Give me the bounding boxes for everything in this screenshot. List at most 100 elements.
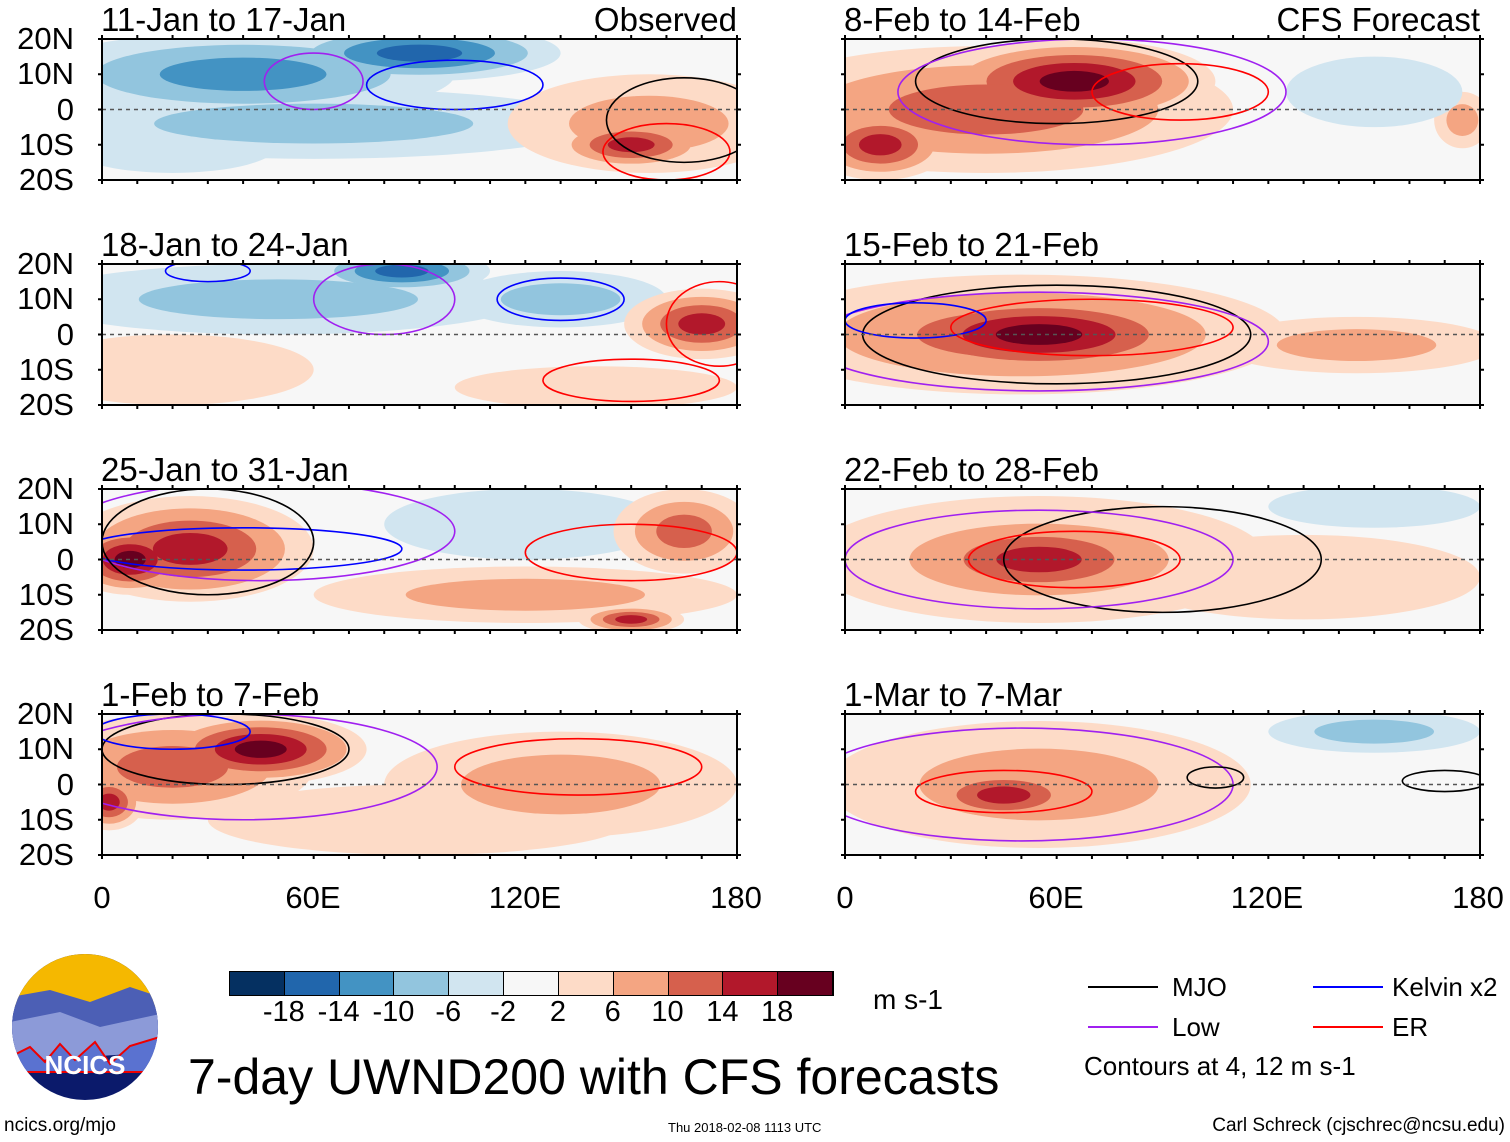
colorbar-swatch xyxy=(449,972,505,995)
lat-label: 0 xyxy=(56,541,74,577)
panel-title: 18-Jan to 24-Jan xyxy=(101,226,349,263)
contour-note: Contours at 4, 12 m s-1 xyxy=(1084,1051,1356,1081)
lon-label: 0 xyxy=(93,880,111,915)
anomaly-shading xyxy=(1314,719,1434,744)
colorbar-label: -6 xyxy=(435,996,462,1028)
lon-label: 60E xyxy=(285,880,341,915)
lon-label: 180 xyxy=(1452,880,1504,915)
colorbar-label: 2 xyxy=(549,996,566,1028)
legend-er-swatch xyxy=(1313,1026,1383,1028)
er-contour xyxy=(453,737,703,796)
low-contour xyxy=(845,291,1270,392)
legend-kelvin-swatch xyxy=(1313,986,1383,988)
lon-label: 0 xyxy=(836,880,854,915)
lat-label: 10S xyxy=(18,576,74,612)
map-panel xyxy=(98,485,741,634)
footer-author: Carl Schreck (cjschrec@ncsu.edu) xyxy=(1212,1115,1505,1136)
anomaly-shading xyxy=(375,264,429,278)
colorbar xyxy=(229,971,834,996)
legend-kelvin: Kelvin x2 xyxy=(1392,972,1498,1002)
lat-label: 20S xyxy=(18,612,74,647)
anomaly-shading xyxy=(234,740,287,758)
anomaly-shading xyxy=(159,57,327,91)
er-contour xyxy=(665,280,737,368)
anomaly-shading xyxy=(977,786,1031,804)
map-panel xyxy=(841,260,1484,409)
lat-label: 20S xyxy=(18,162,74,197)
lat-label: 20N xyxy=(17,696,74,731)
panel-title: 1-Feb to 7-Feb xyxy=(101,676,320,713)
colorbar-label: 18 xyxy=(761,996,794,1028)
colorbar-label: 10 xyxy=(651,996,684,1028)
er-contour xyxy=(914,769,1093,814)
kelvin-contour xyxy=(845,301,987,339)
mjo-contour xyxy=(1002,505,1323,614)
lat-label: 10S xyxy=(18,351,74,387)
colorbar-swatch xyxy=(613,972,669,995)
anomaly-shading xyxy=(858,134,902,156)
colorbar-swatch xyxy=(504,972,559,995)
anomaly-shading xyxy=(678,313,726,335)
mjo-contour xyxy=(1401,769,1480,793)
footer-timestamp: Thu 2018-02-08 1113 UTC xyxy=(668,1120,822,1135)
panel-title: 22-Feb to 28-Feb xyxy=(844,451,1099,488)
colorbar-label: -14 xyxy=(317,996,360,1028)
mjo-contour xyxy=(605,76,737,164)
anomaly-shading xyxy=(1039,70,1109,92)
anomaly-shading xyxy=(1276,329,1437,362)
lat-label: 10N xyxy=(17,281,74,317)
anomaly-shading xyxy=(1446,104,1479,137)
mjo-contour xyxy=(914,39,1199,125)
colorbar-swatch xyxy=(230,972,285,995)
anomaly-shading xyxy=(454,366,737,405)
lon-label: 180 xyxy=(710,880,762,915)
low-contour xyxy=(102,489,456,582)
lon-label: 120E xyxy=(488,880,562,915)
low-contour xyxy=(845,509,1234,610)
legend-mjo-swatch xyxy=(1088,986,1158,988)
footer-url: ncics.org/mjo xyxy=(4,1115,116,1136)
colorbar-swatch xyxy=(339,972,395,995)
lat-label: 10S xyxy=(18,801,74,837)
lat-label: 10N xyxy=(17,731,74,767)
lon-label: 120E xyxy=(1230,880,1304,915)
anomaly-shading xyxy=(405,578,645,611)
map-panel xyxy=(841,485,1484,634)
colorbar-label: 14 xyxy=(706,996,739,1028)
colorbar-swatch xyxy=(394,972,450,995)
lat-label: 20N xyxy=(17,21,74,56)
anomaly-shading xyxy=(607,137,655,153)
anomaly-shading xyxy=(888,84,1084,135)
anomaly-shading xyxy=(1285,56,1463,128)
map-panel xyxy=(841,710,1484,859)
map-panel xyxy=(98,35,741,184)
lat-label: 0 xyxy=(56,316,74,352)
map-panel xyxy=(841,35,1484,184)
colorbar-label: -18 xyxy=(262,996,305,1028)
anomaly-shading xyxy=(1268,489,1480,528)
map-panel xyxy=(98,260,741,409)
lat-label: 10N xyxy=(17,506,74,542)
kelvin-contour xyxy=(496,277,625,322)
colorbar-swatch xyxy=(668,972,724,995)
low-contour xyxy=(102,714,438,821)
lat-label: 20N xyxy=(17,246,74,281)
er-contour xyxy=(602,122,731,180)
mjo-contour xyxy=(1186,766,1245,789)
colorbar-swatch xyxy=(723,972,779,995)
kelvin-contour xyxy=(102,526,403,571)
lon-label: 60E xyxy=(1028,880,1084,915)
anomaly-shading xyxy=(615,615,648,624)
panel-title: 11-Jan to 17-Jan xyxy=(101,1,347,38)
svg-text:NCICS: NCICS xyxy=(45,1050,126,1080)
er-contour xyxy=(1091,62,1270,121)
anomaly-shading xyxy=(656,514,712,548)
anomaly-shading xyxy=(116,746,229,788)
lat-label: 20S xyxy=(18,387,74,422)
colorbar-swatch xyxy=(558,972,614,995)
panel-title: 8-Feb to 14-Feb xyxy=(844,1,1081,38)
lat-label: 0 xyxy=(56,91,74,127)
kelvin-contour xyxy=(102,714,251,751)
legend-low-swatch xyxy=(1088,1026,1158,1028)
